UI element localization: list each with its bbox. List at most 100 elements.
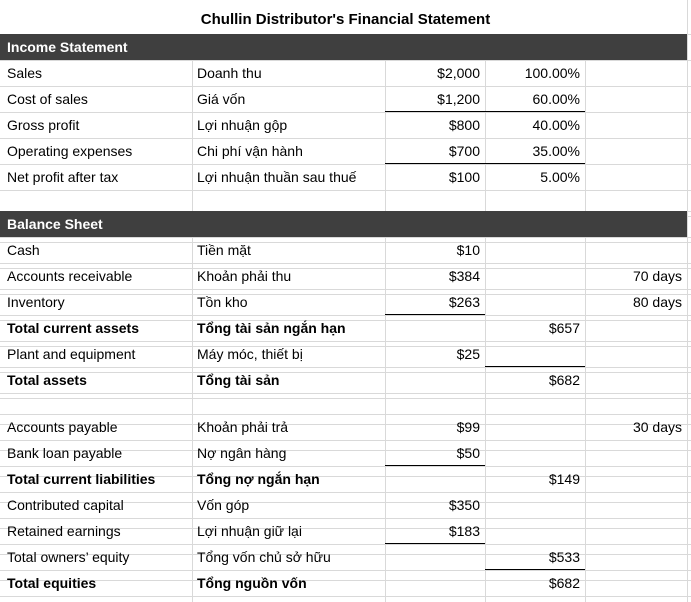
gridline bbox=[585, 34, 586, 602]
gridline bbox=[0, 320, 691, 321]
cell-amount[interactable]: $800 bbox=[448, 117, 480, 133]
cell-amount[interactable]: $2,000 bbox=[437, 65, 480, 81]
gridline bbox=[0, 263, 691, 264]
underline-rule bbox=[485, 366, 585, 367]
gridline bbox=[0, 372, 691, 373]
cell-label-vi[interactable]: Nợ ngân hàng bbox=[197, 445, 287, 461]
gridline bbox=[0, 528, 691, 529]
gridline bbox=[485, 34, 486, 602]
cell-label-vi[interactable]: Tồn kho bbox=[197, 294, 248, 310]
cell-label-vi[interactable]: Tiền mặt bbox=[197, 242, 251, 258]
cell-label[interactable]: Total equities bbox=[7, 575, 97, 591]
cell-label[interactable]: Total current assets bbox=[7, 320, 140, 336]
cell-percent[interactable]: 60.00% bbox=[532, 91, 580, 107]
cell-label-vi[interactable]: Khoản phải thu bbox=[197, 268, 292, 284]
cell-days[interactable]: 70 days bbox=[632, 268, 682, 284]
gridline bbox=[0, 570, 691, 571]
cell-amount[interactable]: $25 bbox=[456, 346, 480, 362]
cell-amount[interactable]: $183 bbox=[448, 523, 480, 539]
cell-total[interactable]: $533 bbox=[548, 549, 580, 565]
underline-rule bbox=[485, 569, 585, 570]
cell-label-vi[interactable]: Lợi nhuận giữ lại bbox=[197, 523, 302, 539]
cell-amount[interactable]: $99 bbox=[456, 419, 480, 435]
sheet-title: Chullin Distributor's Financial Statemen… bbox=[200, 11, 491, 28]
cell-label[interactable]: Total current liabilities bbox=[7, 471, 156, 487]
cell-label[interactable]: Accounts payable bbox=[7, 419, 118, 435]
cell-label[interactable]: Bank loan payable bbox=[7, 445, 123, 461]
cell-label-vi[interactable]: Khoản phải trả bbox=[197, 419, 289, 435]
gridline bbox=[0, 596, 691, 597]
cell-amount[interactable]: $100 bbox=[448, 169, 480, 185]
cell-label[interactable]: Cost of sales bbox=[7, 91, 88, 107]
cell-label[interactable]: Contributed capital bbox=[7, 497, 124, 513]
cell-label[interactable]: Net profit after tax bbox=[7, 169, 119, 185]
gridline bbox=[0, 450, 691, 451]
cell-label[interactable]: Total assets bbox=[7, 372, 87, 388]
underline-rule bbox=[385, 543, 485, 544]
cell-label-vi[interactable]: Tổng vốn chủ sở hữu bbox=[197, 549, 331, 565]
underline-rule bbox=[385, 111, 585, 112]
gridline bbox=[0, 492, 691, 493]
cell-amount[interactable]: $263 bbox=[448, 294, 480, 310]
cell-amount[interactable]: $700 bbox=[448, 143, 480, 159]
cell-label-vi[interactable]: Lợi nhuận gộp bbox=[197, 117, 288, 133]
cell-days[interactable]: 80 days bbox=[632, 294, 682, 310]
cell-label[interactable]: Sales bbox=[7, 65, 43, 81]
cell-amount[interactable]: $384 bbox=[448, 268, 480, 284]
cell-percent[interactable]: 5.00% bbox=[540, 169, 580, 185]
cell-label-vi[interactable]: Giá vốn bbox=[197, 91, 246, 107]
gridline bbox=[0, 341, 691, 342]
cell-label[interactable]: Plant and equipment bbox=[7, 346, 136, 362]
cell-total[interactable]: $657 bbox=[548, 320, 580, 336]
gridline bbox=[0, 502, 691, 503]
gridline bbox=[0, 237, 691, 238]
cell-label-vi[interactable]: Chi phí vận hành bbox=[197, 143, 303, 159]
gridline bbox=[0, 164, 691, 165]
underline-rule bbox=[385, 314, 485, 315]
cell-label-vi[interactable]: Doanh thu bbox=[197, 65, 262, 81]
cell-label-vi[interactable]: Tổng tài sản bbox=[197, 372, 280, 388]
cell-label[interactable]: Inventory bbox=[7, 294, 65, 310]
cell-label-vi[interactable]: Tổng tài sản ngắn hạn bbox=[197, 320, 346, 336]
cell-label-vi[interactable]: Tổng nợ ngắn hạn bbox=[197, 471, 320, 487]
gridline bbox=[0, 268, 691, 269]
gridline bbox=[0, 424, 691, 425]
cell-total[interactable]: $682 bbox=[548, 575, 580, 591]
gridline bbox=[0, 315, 691, 316]
gridline bbox=[0, 398, 691, 399]
cell-label[interactable]: Cash bbox=[7, 242, 40, 258]
cell-percent[interactable]: 40.00% bbox=[532, 117, 580, 133]
cell-amount[interactable]: $10 bbox=[456, 242, 480, 258]
gridline bbox=[385, 34, 386, 602]
gridline bbox=[0, 289, 691, 290]
section-label: Income Statement bbox=[7, 39, 128, 55]
cell-label[interactable]: Gross profit bbox=[7, 117, 80, 133]
gridline bbox=[0, 367, 691, 368]
gridline bbox=[0, 86, 691, 87]
gridline bbox=[0, 242, 691, 243]
gridline bbox=[0, 580, 691, 581]
cell-label[interactable]: Operating expenses bbox=[7, 143, 133, 159]
cell-label[interactable]: Accounts receivable bbox=[7, 268, 133, 284]
section-label: Balance Sheet bbox=[7, 216, 103, 232]
cell-percent[interactable]: 100.00% bbox=[524, 65, 580, 81]
cell-label-vi[interactable]: Lợi nhuận thuần sau thuế bbox=[197, 169, 357, 185]
gridline bbox=[687, 0, 688, 602]
cell-label[interactable]: Total owners’ equity bbox=[7, 549, 130, 565]
cell-days[interactable]: 30 days bbox=[632, 419, 682, 435]
cell-label-vi[interactable]: Máy móc, thiết bị bbox=[197, 346, 303, 362]
gridline bbox=[0, 440, 691, 441]
gridline bbox=[0, 466, 691, 467]
cell-label[interactable]: Retained earnings bbox=[7, 523, 121, 539]
cell-percent[interactable]: 35.00% bbox=[532, 143, 580, 159]
cell-total[interactable]: $149 bbox=[548, 471, 580, 487]
income-statement-header: Income Statement bbox=[0, 34, 687, 60]
cell-label-vi[interactable]: Tổng nguồn vốn bbox=[197, 575, 307, 591]
cell-total[interactable]: $682 bbox=[548, 372, 580, 388]
cell-amount[interactable]: $350 bbox=[448, 497, 480, 513]
cell-label-vi[interactable]: Vốn góp bbox=[197, 497, 250, 513]
gridline bbox=[0, 393, 691, 394]
cell-amount[interactable]: $50 bbox=[456, 445, 480, 461]
underline-rule bbox=[385, 163, 585, 164]
cell-amount[interactable]: $1,200 bbox=[437, 91, 480, 107]
